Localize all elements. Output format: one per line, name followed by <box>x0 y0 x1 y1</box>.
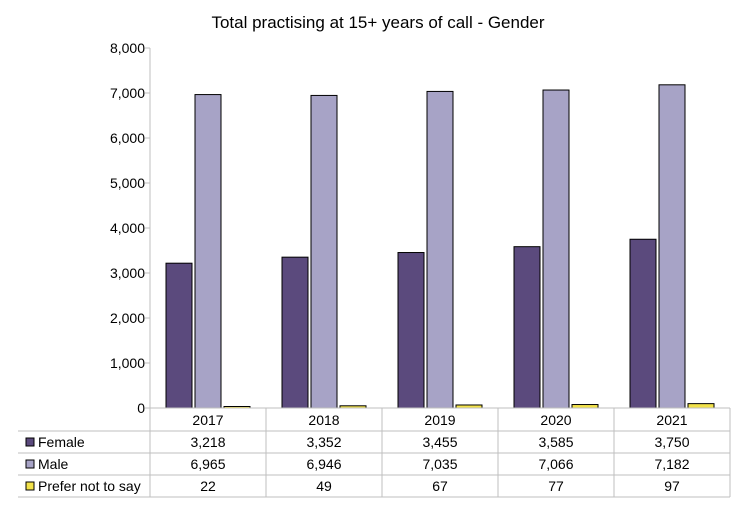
bar-male-2018 <box>310 94 338 409</box>
table-cell-value: 3,750 <box>654 434 689 450</box>
y-tick-label: 4,000 <box>110 220 145 236</box>
table-row: Prefer not to say 22 49 67 77 97 <box>18 478 730 498</box>
y-tick-label: 0 <box>137 400 145 416</box>
legend-label: Female <box>38 434 85 450</box>
table-cell-value: 77 <box>548 478 564 494</box>
y-axis: 0 1,000 2,000 3,000 4,000 5,000 6,000 7,000 8,00… <box>110 40 151 416</box>
bars <box>165 84 715 409</box>
table-cell-value: 49 <box>316 478 332 494</box>
bar-female-2020 <box>513 246 541 409</box>
bar-male-2020 <box>542 89 570 409</box>
x-tick-label: 2021 <box>656 412 687 428</box>
chart-title: Total practising at 15+ years of call - … <box>211 13 544 32</box>
table-cell-value: 7,035 <box>422 456 457 472</box>
table-cell-value: 3,455 <box>422 434 457 450</box>
data-table: Female 3,218 3,352 3,455 3,585 3,750 Male 6,965… <box>18 408 731 498</box>
bar-male-2019 <box>426 90 454 409</box>
legend-swatch <box>25 459 35 469</box>
x-tick-label: 2020 <box>540 412 571 428</box>
table-cell-value: 22 <box>200 478 216 494</box>
table-cell-value: 7,066 <box>538 456 573 472</box>
table-cell-value: 3,352 <box>306 434 341 450</box>
legend-label: Prefer not to say <box>38 478 141 494</box>
x-tick-label: 2018 <box>308 412 339 428</box>
table-cell-value: 3,218 <box>190 434 225 450</box>
y-tick-label: 7,000 <box>110 85 145 101</box>
table-row: Female 3,218 3,352 3,455 3,585 3,750 <box>18 434 730 454</box>
table-cell-value: 67 <box>432 478 448 494</box>
y-tick-label: 5,000 <box>110 175 145 191</box>
bar-prefer-not-to-say-2020 <box>571 404 599 409</box>
x-tick-label: 2017 <box>192 412 223 428</box>
legend-swatch <box>25 481 35 491</box>
table-cell-value: 6,946 <box>306 456 341 472</box>
legend-swatch <box>25 437 35 447</box>
y-tick-label: 1,000 <box>110 355 145 371</box>
table-row: Male 6,965 6,946 7,035 7,066 7,182 <box>18 456 730 476</box>
legend-label: Male <box>38 456 69 472</box>
bar-female-2017 <box>165 262 193 409</box>
table-cell-value: 6,965 <box>190 456 225 472</box>
x-axis: 2017 2018 2019 2020 2021 <box>150 407 730 428</box>
x-tick-label: 2019 <box>424 412 455 428</box>
y-tick-label: 8,000 <box>110 40 145 56</box>
bar-female-2021 <box>629 238 657 409</box>
y-tick-label: 2,000 <box>110 310 145 326</box>
bar-female-2018 <box>281 256 309 409</box>
bar-male-2017 <box>194 94 222 409</box>
bar-male-2021 <box>658 84 686 409</box>
table-cell-value: 97 <box>664 478 680 494</box>
bar-prefer-not-to-say-2021 <box>687 403 715 409</box>
y-tick-label: 6,000 <box>110 130 145 146</box>
table-cell-value: 7,182 <box>654 456 689 472</box>
y-tick-label: 3,000 <box>110 265 145 281</box>
table-cell-value: 3,585 <box>538 434 573 450</box>
bar-female-2019 <box>397 252 425 409</box>
